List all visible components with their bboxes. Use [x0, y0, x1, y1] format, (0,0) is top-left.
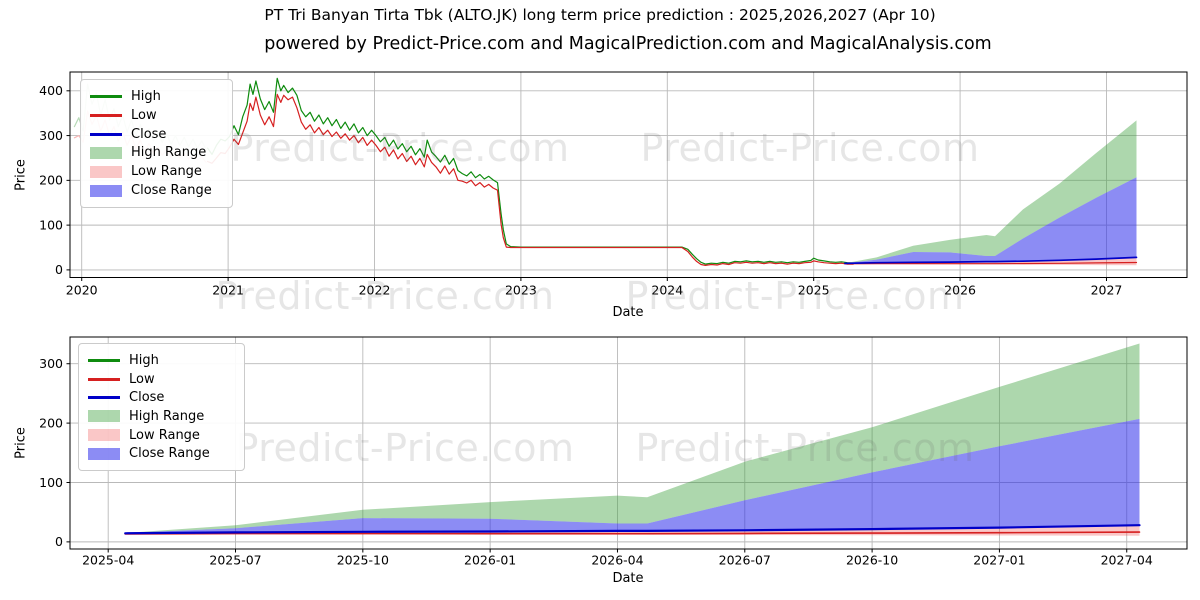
x-tick-label: 2020 — [66, 283, 98, 298]
high-line — [207, 77, 854, 265]
x-axis-label-bottom: Date — [612, 571, 644, 586]
x-tick-label: 2025-04 — [82, 553, 134, 568]
legend-label: Low Range — [131, 164, 202, 180]
legend-item: Close — [88, 388, 234, 407]
legend-patch-swatch — [90, 146, 122, 159]
chart-title: PT Tri Banyan Tirta Tbk (ALTO.JK) long t… — [264, 6, 936, 24]
y-axis-label-top: Price — [13, 159, 29, 191]
forecast-low-line — [124, 531, 1141, 535]
x-tick-label: 2026-01 — [464, 553, 516, 568]
x-tick-label: 2026 — [944, 283, 976, 298]
legend-label: High Range — [131, 145, 207, 161]
legend-item: Low Range — [90, 162, 222, 181]
plot-border — [69, 336, 1188, 550]
legend-item: High Range — [90, 143, 222, 162]
legend-line-swatch — [90, 132, 122, 136]
legend-label: Close Range — [129, 446, 210, 462]
legend-item: Low — [88, 370, 234, 389]
legend-patch-swatch — [90, 184, 122, 197]
legend-item: High — [88, 351, 234, 370]
legend-patch-swatch — [88, 429, 120, 442]
x-tick-label: 2027-04 — [1101, 553, 1153, 568]
legend-patch-swatch — [90, 165, 122, 178]
y-axis-label-bottom: Price — [13, 427, 29, 459]
y-tick-label: 300 — [39, 128, 63, 143]
legend-item: Close — [90, 125, 222, 144]
high-range-band — [125, 343, 1140, 533]
legend: High Low Close High Range Low Range Close Ran… — [78, 343, 245, 471]
forecast-close-line — [844, 256, 1138, 265]
plot-border — [69, 71, 1188, 278]
legend-line-swatch — [90, 94, 122, 98]
x-tick-label: 2024 — [651, 283, 683, 298]
y-tick-label: 200 — [39, 173, 63, 188]
legend-label: High — [131, 88, 161, 104]
watermark-text: Predict-Price.com — [635, 426, 975, 470]
legend-label: High Range — [129, 408, 205, 424]
x-tick-label: 2022 — [359, 283, 391, 298]
legend-item: Low Range — [88, 426, 234, 445]
forecast-close-line — [124, 524, 1141, 535]
x-tick-label: 2025-10 — [337, 553, 389, 568]
watermark-text: Predict-Price.com — [235, 426, 575, 470]
watermark-text: Predict-Price.com — [230, 126, 570, 170]
x-tick-label: 2027 — [1091, 283, 1123, 298]
legend-label: Close — [131, 126, 167, 142]
legend-item: Close Range — [88, 444, 234, 463]
legend-line-swatch — [88, 377, 120, 381]
x-tick-label: 2021 — [212, 283, 244, 298]
x-tick-label: 2023 — [505, 283, 537, 298]
legend-line-swatch — [88, 396, 120, 400]
legend-item: Low — [90, 106, 222, 125]
legend-item: High — [90, 87, 222, 106]
x-axis-label-top: Date — [612, 305, 644, 320]
close-range-band — [844, 177, 1137, 264]
y-tick-label: 200 — [39, 415, 63, 430]
legend-line-swatch — [88, 358, 120, 362]
high-range-band — [844, 120, 1137, 264]
close-range-band — [125, 418, 1140, 534]
y-tick-label: 0 — [55, 262, 63, 277]
legend-patch-swatch — [88, 410, 120, 423]
x-tick-label: 2026-10 — [846, 553, 898, 568]
legend-label: High — [129, 352, 159, 368]
watermark-text: Predict-Price.com — [215, 274, 555, 318]
y-tick-label: 100 — [39, 217, 63, 232]
y-tick-label: 100 — [39, 475, 63, 490]
legend-item: High Range — [88, 407, 234, 426]
legend-label: Low Range — [129, 427, 200, 443]
legend-item: Close Range — [90, 181, 222, 200]
y-tick-label: 0 — [55, 534, 63, 549]
legend-label: Low — [131, 107, 157, 123]
x-tick-label: 2025-07 — [209, 553, 261, 568]
x-tick-label: 2025 — [798, 283, 830, 298]
watermark-text: Predict-Price.com — [640, 126, 980, 170]
legend-patch-swatch — [88, 447, 120, 460]
legend-label: Low — [129, 371, 155, 387]
y-tick-label: 300 — [39, 356, 63, 371]
forecast-low-line — [844, 261, 1138, 265]
legend-label: Close Range — [131, 183, 212, 199]
legend-line-swatch — [90, 113, 122, 117]
legend-label: Close — [129, 390, 165, 406]
low-line — [207, 93, 854, 266]
chart-subtitle: powered by Predict-Price.com and Magical… — [264, 34, 992, 54]
watermark-text: Predict-Price.com — [625, 274, 965, 318]
x-tick-label: 2026-04 — [591, 553, 643, 568]
y-tick-label: 400 — [39, 83, 63, 98]
legend: High Low Close High Range Low Range Close Ran… — [80, 79, 233, 208]
x-tick-label: 2027-01 — [973, 553, 1025, 568]
x-tick-label: 2026-07 — [719, 553, 771, 568]
